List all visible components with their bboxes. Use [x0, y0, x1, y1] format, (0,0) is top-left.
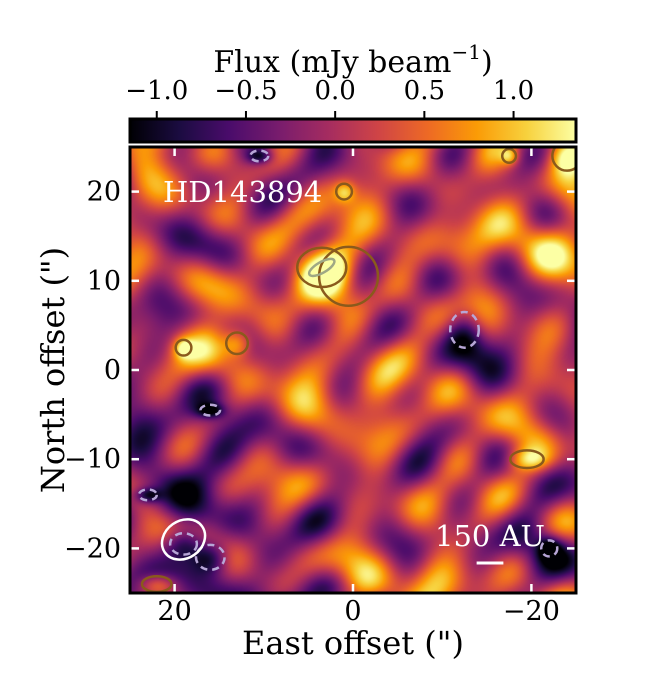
flux-map-panel: HD143894 150 AU	[128, 145, 578, 595]
y-tick-label: −20	[64, 533, 121, 564]
negative-contour	[168, 531, 199, 556]
negative-contour	[194, 543, 226, 572]
negative-contour	[249, 149, 270, 163]
y-tick-label: −10	[64, 444, 121, 475]
colorbar: Flux (mJy beam−1)	[128, 40, 578, 144]
colorbar-tick-label: −0.5	[214, 76, 277, 106]
positive-contour	[174, 338, 193, 357]
colorbar-frame	[128, 117, 578, 144]
x-tick-label: 20	[157, 596, 191, 627]
flux-heatmap	[130, 147, 576, 593]
negative-contour	[199, 403, 222, 417]
plot-frame	[128, 145, 578, 595]
inner-contour	[307, 257, 336, 278]
x-tick-label: −20	[503, 596, 560, 627]
positive-contour	[317, 245, 380, 308]
x-tick-label: 0	[344, 596, 361, 627]
positive-contour	[224, 331, 250, 356]
colorbar-tick-label: −1.0	[125, 76, 188, 106]
colorbar-tick-label: 1.0	[493, 76, 534, 106]
y-tick-label: 0	[104, 355, 121, 386]
contour-layer	[137, 147, 576, 593]
positive-contour	[509, 449, 545, 470]
negative-contour	[539, 539, 559, 558]
colorbar-tick-label: 0.0	[314, 76, 355, 106]
colorbar-tick-label: 0.5	[404, 76, 445, 106]
y-tick-label: 10	[87, 266, 121, 297]
negative-contour	[137, 488, 159, 502]
positive-contour	[334, 182, 354, 201]
y-tick-label: 20	[87, 177, 121, 208]
y-axis-label: North offset (")	[34, 247, 72, 493]
colorbar-bar	[130, 119, 576, 142]
colorbar-label: Flux (mJy beam−1)	[213, 40, 492, 80]
positive-contour	[500, 147, 518, 165]
x-axis-label: East offset (")	[242, 624, 464, 662]
negative-contour	[448, 310, 481, 349]
beam-ellipse	[160, 518, 207, 561]
scale-bar-label: 150 AU	[435, 519, 545, 553]
target-label: HD143894	[163, 175, 322, 209]
positive-contour	[551, 147, 576, 172]
